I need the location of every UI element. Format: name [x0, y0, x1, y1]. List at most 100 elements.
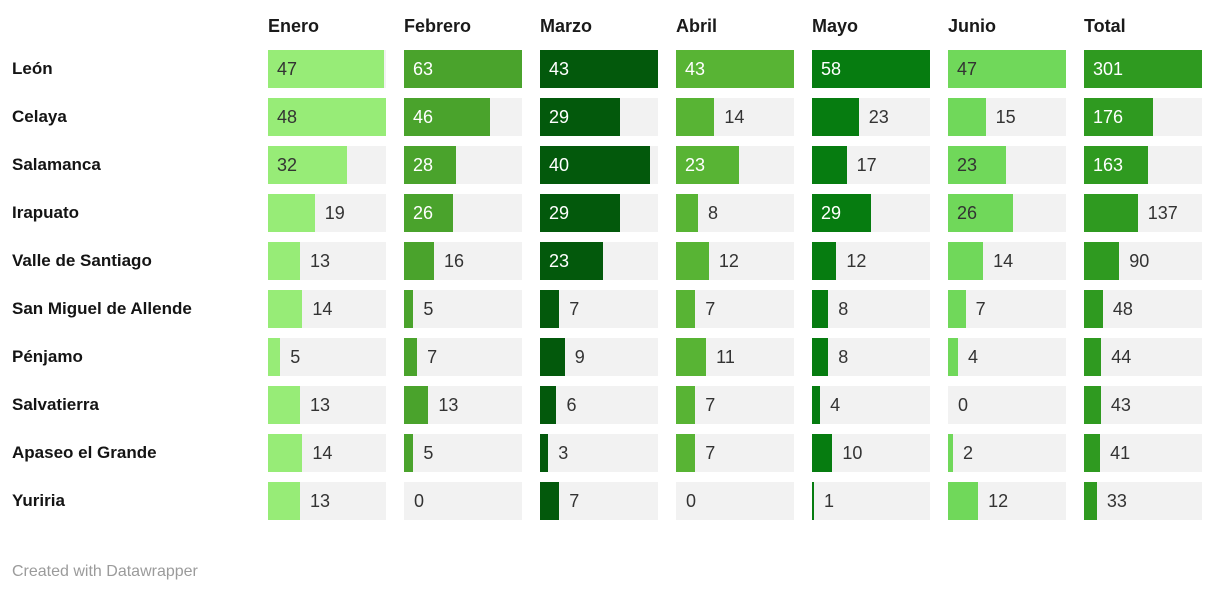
bar-value: 16 — [443, 251, 464, 271]
row-label-leon: León — [12, 59, 53, 78]
bar — [540, 242, 604, 280]
bar-value: 14 — [993, 251, 1014, 271]
bar-cell: 0 — [404, 482, 522, 520]
bar — [1084, 98, 1153, 136]
bar-cell: 163 — [1084, 146, 1202, 184]
bar-cell: 41 — [1084, 434, 1202, 472]
row-label-san-miguel-de-allende: San Miguel de Allende — [12, 299, 192, 318]
bar — [404, 434, 414, 472]
bar-value: 8 — [838, 299, 849, 319]
bar — [404, 98, 491, 136]
bar — [268, 98, 386, 136]
bar-cell: 14 — [676, 98, 794, 136]
row-label-yuriria: Yuriria — [12, 491, 65, 510]
chart-footer: Created with Datawrapper — [12, 563, 1220, 581]
bar-cell: 10 — [812, 434, 930, 472]
bar-cell: 14 — [268, 434, 386, 472]
credit-text: Created with Datawrapper — [12, 563, 198, 580]
bar — [1084, 482, 1097, 520]
bar-cell: 7 — [540, 482, 658, 520]
bar-value: 7 — [705, 443, 716, 463]
bar-cell: 0 — [676, 482, 794, 520]
bar-value: 47 — [277, 59, 298, 79]
bar-cell: 17 — [812, 146, 930, 184]
bar — [540, 290, 560, 328]
bar-value: 41 — [1110, 443, 1131, 463]
bar-cell: 23 — [812, 98, 930, 136]
bar-value: 9 — [574, 347, 585, 367]
bar-value: 6 — [566, 395, 577, 415]
bar-value: 13 — [309, 395, 330, 415]
bar — [1084, 50, 1202, 88]
bar-value: 12 — [718, 251, 739, 271]
column-header-junio: Junio — [948, 16, 996, 36]
bar — [676, 434, 696, 472]
column-header-abril: Abril — [676, 16, 718, 36]
bar — [1084, 338, 1102, 376]
bar-cell: 48 — [1084, 290, 1202, 328]
bar-value: 23 — [549, 251, 570, 271]
bar-cell: 16 — [404, 242, 522, 280]
bar-value: 26 — [957, 203, 978, 223]
bar-cell: 15 — [948, 98, 1066, 136]
bar-value: 90 — [1129, 251, 1150, 271]
bar-value: 13 — [309, 251, 330, 271]
bar-cell: 90 — [1084, 242, 1202, 280]
bar-cell: 32 — [268, 146, 386, 184]
bar-cell: 13 — [404, 386, 522, 424]
bar-value: 4 — [830, 395, 841, 415]
bar-cell: 4 — [812, 386, 930, 424]
bar — [404, 194, 453, 232]
bar-cell: 26 — [948, 194, 1066, 232]
bar-value: 301 — [1093, 59, 1124, 79]
bar — [812, 98, 859, 136]
bar-value: 13 — [309, 491, 330, 511]
row-label-penjamo: Pénjamo — [12, 347, 83, 366]
bar — [540, 50, 658, 88]
bar-cell: 29 — [540, 194, 658, 232]
bar-value: 11 — [716, 347, 735, 367]
bar-cell: 7 — [540, 290, 658, 328]
bar — [1084, 146, 1148, 184]
bar-value: 43 — [549, 59, 570, 79]
bar-cell: 46 — [404, 98, 522, 136]
bar — [948, 98, 986, 136]
bar-cell: 48 — [268, 98, 386, 136]
bar-cell: 6 — [540, 386, 658, 424]
bar-value: 12 — [988, 491, 1009, 511]
bar — [404, 242, 434, 280]
column-header-total: Total — [1084, 16, 1126, 36]
bar — [268, 482, 300, 520]
bar-cell: 7 — [676, 434, 794, 472]
bar-value: 48 — [277, 107, 298, 127]
bar-value: 1 — [824, 491, 835, 511]
bar — [676, 146, 740, 184]
bar — [676, 386, 696, 424]
bar-value: 12 — [846, 251, 867, 271]
bar-cell: 29 — [812, 194, 930, 232]
bar — [948, 194, 1014, 232]
bar — [404, 146, 457, 184]
bar-cell: 7 — [404, 338, 522, 376]
bar — [948, 338, 959, 376]
bar-value: 13 — [438, 395, 459, 415]
bar — [812, 290, 829, 328]
bar-cell: 1 — [812, 482, 930, 520]
bar-value: 8 — [707, 203, 718, 223]
bar-value: 15 — [995, 107, 1016, 127]
bar-value: 48 — [1112, 299, 1133, 319]
bar — [1084, 386, 1101, 424]
bar-value: 58 — [821, 59, 842, 79]
bar-value: 4 — [968, 347, 979, 367]
bar-value: 29 — [549, 203, 570, 223]
bar — [268, 290, 303, 328]
bar-cell: 26 — [404, 194, 522, 232]
header-corner-spacer — [12, 12, 250, 40]
bar-cell: 23 — [676, 146, 794, 184]
bar — [540, 482, 560, 520]
bar — [268, 434, 303, 472]
row-label-irapuato: Irapuato — [12, 203, 80, 222]
bar-value: 5 — [423, 299, 434, 319]
bar-value: 17 — [856, 155, 877, 175]
